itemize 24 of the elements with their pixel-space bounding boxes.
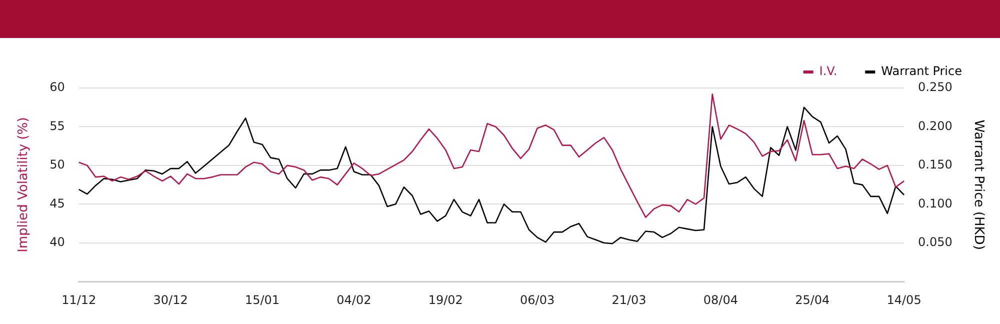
y-tick-label: 50 bbox=[50, 158, 65, 172]
x-tick-label: 14/05 bbox=[886, 292, 922, 307]
x-tick-label: 08/04 bbox=[703, 292, 738, 307]
legend-label: Warrant Price bbox=[881, 64, 962, 78]
y2-tick-label: 0.100 bbox=[918, 196, 952, 210]
x-tick-label: 19/02 bbox=[428, 292, 463, 307]
y-axis-title: Implied Volatility (%) bbox=[16, 117, 32, 252]
x-tick-label: 06/03 bbox=[520, 292, 555, 307]
x-tick-label: 25/04 bbox=[795, 292, 830, 307]
x-tick-label: 30/12 bbox=[153, 292, 188, 307]
y-tick-label: 55 bbox=[50, 118, 65, 133]
x-tick-label: 11/12 bbox=[62, 292, 96, 307]
legend-label: I.V. bbox=[819, 64, 838, 78]
y2-axis-title: Warrant Price (HKD) bbox=[970, 120, 986, 250]
x-tick-label: 04/02 bbox=[336, 292, 372, 307]
y2-tick-label: 0.200 bbox=[918, 118, 952, 133]
y-tick-label: 40 bbox=[50, 235, 65, 250]
x-tick-label: 15/01 bbox=[244, 292, 280, 307]
y-tick-label: 60 bbox=[50, 80, 65, 94]
y2-tick-label: 0.150 bbox=[918, 158, 952, 172]
y-tick-label: 45 bbox=[50, 196, 65, 210]
y2-tick-label: 0.050 bbox=[918, 235, 952, 250]
y2-tick-label: 0.250 bbox=[918, 80, 952, 94]
x-tick-label: 21/03 bbox=[612, 292, 646, 307]
